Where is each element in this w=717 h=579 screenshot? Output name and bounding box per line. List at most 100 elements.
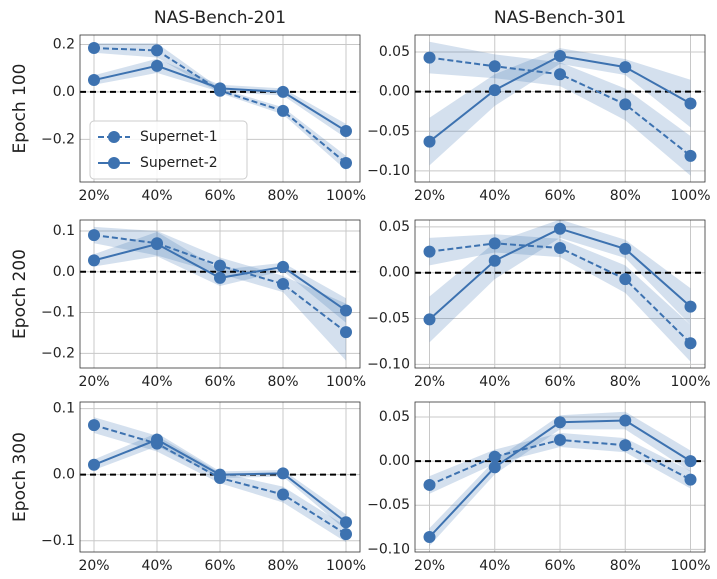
data-point [423, 313, 436, 326]
data-point [277, 278, 289, 291]
data-point [488, 237, 501, 250]
y-tick-label: −0.1 [41, 305, 75, 321]
y-tick-label: 0.00 [379, 453, 410, 469]
x-tick-label: 100% [670, 558, 710, 574]
data-point [488, 450, 501, 463]
data-point [488, 254, 501, 267]
x-tick-label: 100% [670, 188, 710, 204]
x-tick-label: 80% [267, 558, 298, 574]
data-point [88, 419, 100, 432]
x-tick-label: 60% [204, 558, 235, 574]
data-point [277, 85, 289, 98]
x-tick-label: 40% [141, 188, 172, 204]
y-tick-label: −0.05 [367, 497, 410, 513]
y-tick-label: 0.00 [379, 265, 410, 281]
data-point [151, 59, 163, 72]
x-tick-label: 20% [78, 558, 109, 574]
data-point [554, 222, 566, 235]
data-point [684, 149, 697, 162]
data-point [488, 84, 501, 97]
data-point [88, 458, 100, 471]
data-point [423, 135, 436, 148]
data-point [88, 229, 100, 242]
x-tick-label: 60% [544, 374, 575, 390]
data-point [684, 337, 697, 350]
data-point [619, 242, 632, 255]
data-point [554, 241, 566, 254]
error-band [94, 433, 346, 531]
y-tick-label: −0.05 [367, 123, 410, 139]
error-band [429, 41, 691, 176]
x-tick-label: 80% [610, 188, 641, 204]
data-point [340, 326, 352, 339]
x-tick-label: 40% [479, 558, 510, 574]
x-tick-label: 60% [544, 558, 575, 574]
data-point [423, 531, 436, 543]
x-tick-label: 100% [326, 374, 366, 390]
y-tick-label: 0.1 [53, 401, 75, 417]
x-tick-label: 100% [326, 188, 366, 204]
data-point [277, 260, 289, 273]
error-band [429, 234, 691, 362]
data-point [684, 97, 697, 110]
y-tick-label: 0.0 [53, 84, 75, 100]
x-tick-label: 80% [267, 188, 298, 204]
legend-label: Supernet-1 [140, 129, 218, 145]
data-point [619, 439, 632, 452]
legend-marker [108, 131, 120, 143]
x-tick-label: 20% [414, 558, 445, 574]
data-point [684, 455, 697, 468]
y-tick-label: 0.00 [379, 84, 410, 100]
data-point [423, 51, 436, 64]
data-point [151, 433, 163, 446]
y-tick-label: 0.05 [379, 219, 410, 235]
chart-title: NAS-Bench-201 [154, 8, 286, 28]
legend: Supernet-1 Supernet-2 [89, 120, 248, 180]
x-tick-label: 20% [78, 374, 109, 390]
x-tick-label: 40% [141, 558, 172, 574]
x-tick-label: 20% [414, 188, 445, 204]
plot-frame [414, 34, 706, 183]
y-tick-label: 0.05 [379, 409, 410, 425]
x-tick-label: 80% [610, 374, 641, 390]
y-axis-label: Epoch 100 [10, 64, 30, 154]
x-tick-label: 100% [326, 558, 366, 574]
plot-frame [414, 219, 706, 369]
data-point [554, 416, 566, 429]
legend-marker [108, 157, 120, 169]
y-tick-label: −0.2 [41, 345, 75, 361]
y-axis-label: Epoch 300 [10, 432, 30, 522]
y-tick-label: −0.05 [367, 311, 410, 327]
legend-box [89, 120, 248, 180]
data-point [214, 468, 226, 481]
error-band [429, 48, 691, 166]
x-tick-label: 60% [204, 188, 235, 204]
error-band [429, 411, 691, 546]
y-tick-label: −0.2 [41, 131, 75, 147]
data-point [554, 50, 566, 62]
data-point [554, 433, 566, 446]
y-tick-label: −0.10 [367, 356, 410, 372]
data-point [619, 414, 632, 427]
data-point [88, 254, 100, 267]
x-tick-label: 20% [414, 374, 445, 390]
data-point [214, 259, 226, 272]
data-point [277, 488, 289, 501]
data-point [214, 82, 226, 95]
chart-title: NAS-Bench-301 [494, 8, 626, 28]
data-point [151, 44, 163, 57]
x-tick-label: 80% [610, 558, 641, 574]
data-point [554, 68, 566, 81]
plot-frame [79, 401, 361, 553]
y-axis-label: Epoch 200 [10, 249, 30, 339]
data-point [684, 473, 697, 486]
x-tick-label: 40% [479, 188, 510, 204]
data-point [488, 461, 501, 474]
error-band [94, 58, 346, 139]
x-tick-label: 60% [204, 374, 235, 390]
plot-frame [79, 34, 361, 183]
data-point [277, 104, 289, 117]
data-point [88, 42, 100, 55]
data-point [277, 467, 289, 480]
data-point [684, 300, 697, 313]
